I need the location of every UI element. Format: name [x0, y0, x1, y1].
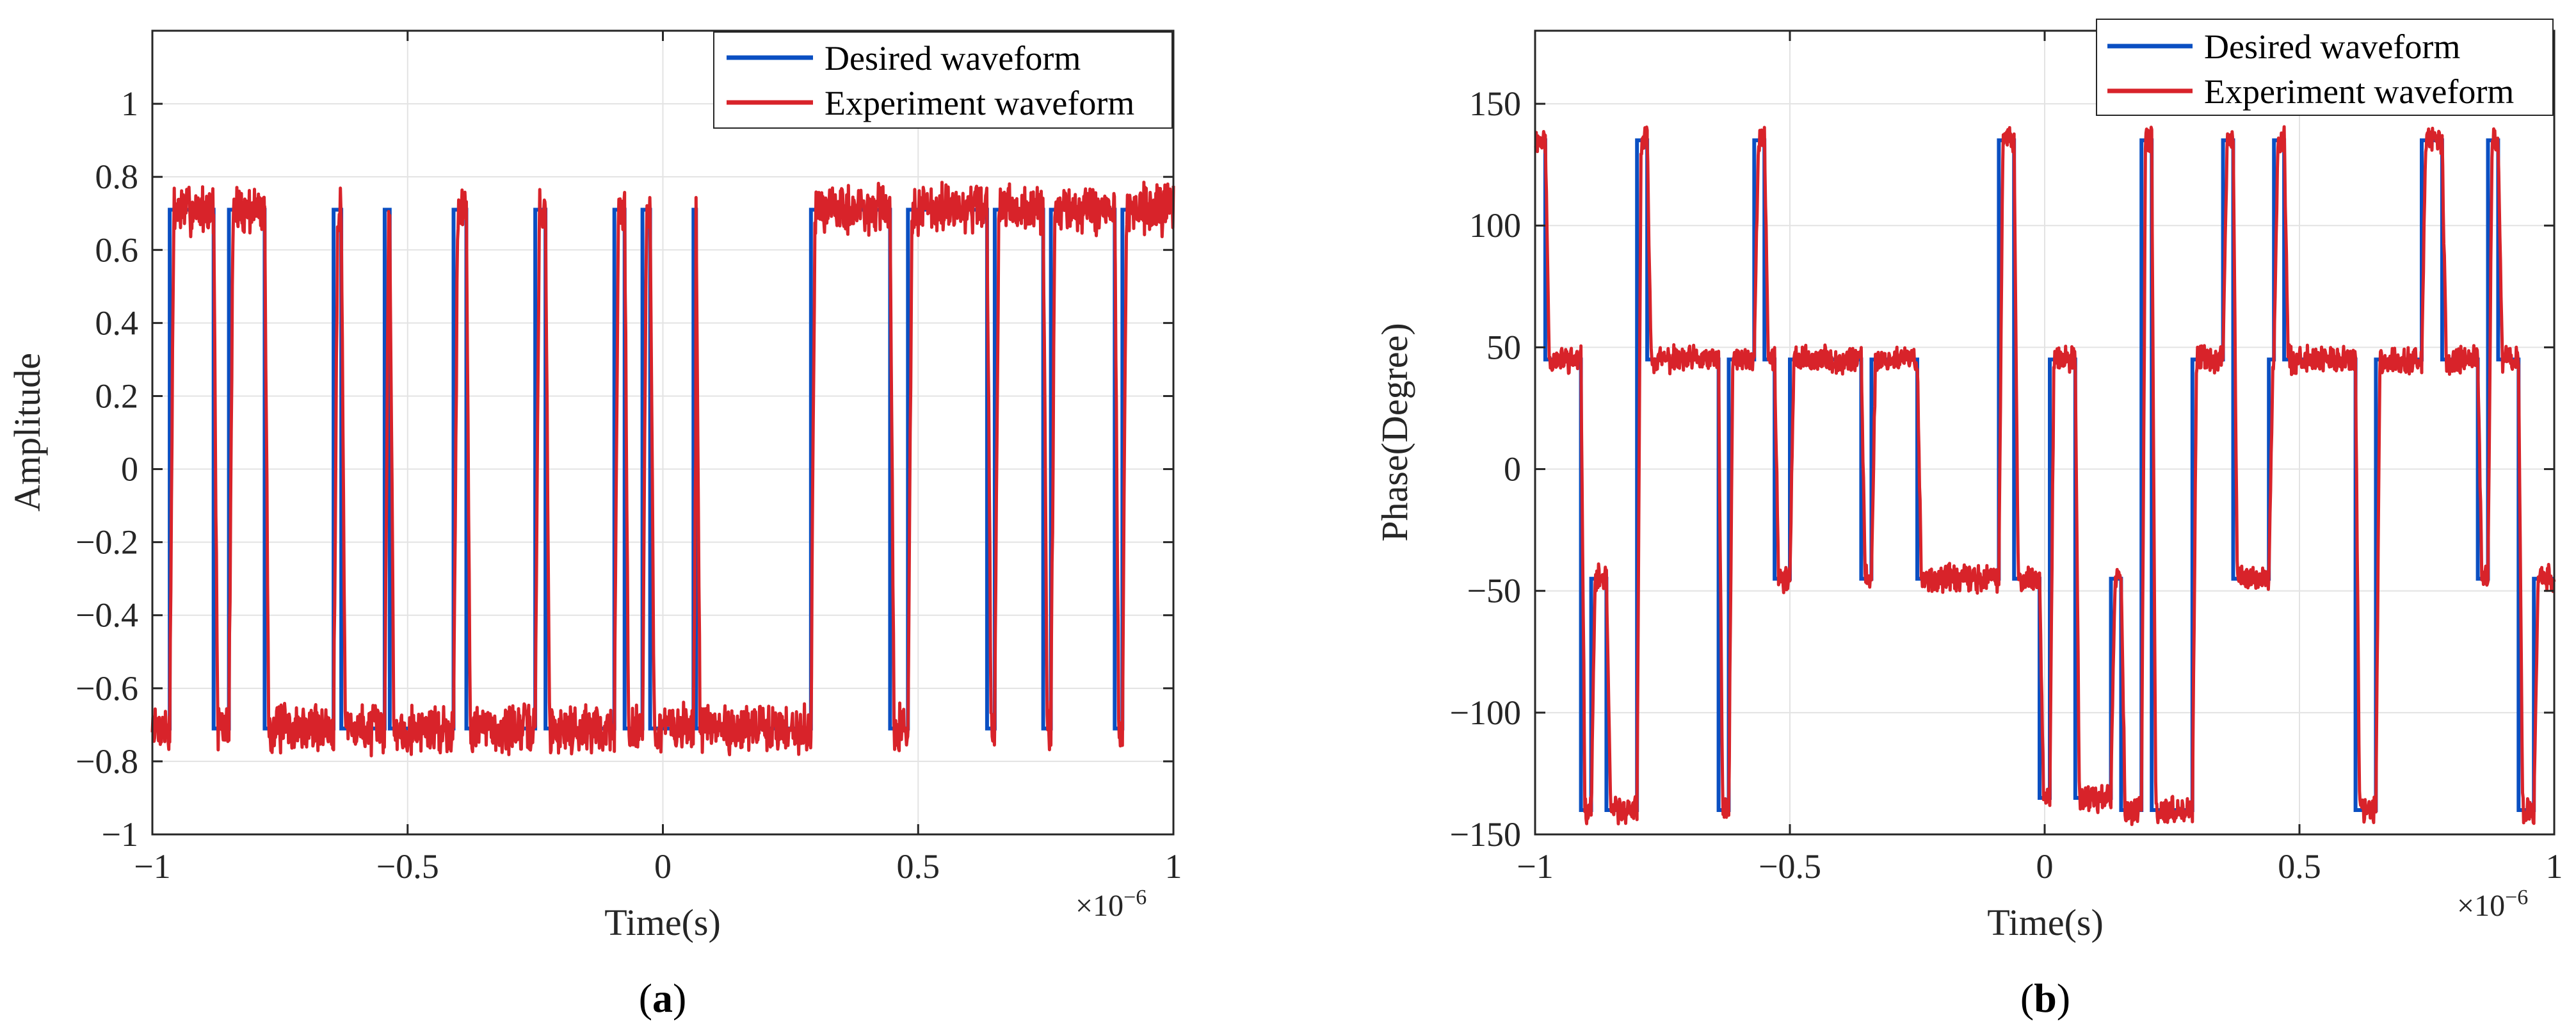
x-exponent-label: ×10−6	[1075, 886, 1147, 923]
y-axis-label: Phase(Degree)	[1374, 323, 1415, 541]
x-tick-label: 1	[1165, 847, 1182, 886]
y-tick-label: −50	[1467, 572, 1521, 610]
x-exponent-label: ×10−6	[2457, 886, 2528, 923]
legend-box	[2096, 19, 2554, 116]
x-axis-label: Time(s)	[604, 902, 721, 943]
ticks	[151, 31, 1175, 836]
panel-a-amplitude-chart: −1 −0.5 0 0.5 1 −1 −0.8 −0.6 −0.4 −0.2 0 0.2 0.4 0.6…	[6, 29, 1182, 1021]
y-tick-label: −150	[1450, 815, 1521, 854]
y-tick-labels: −1 −0.8 −0.6 −0.4 −0.2 0 0.2 0.4 0.6 0.8 1	[76, 85, 138, 854]
legend-label-experiment: Experiment waveform	[2204, 72, 2514, 111]
y-tick-label: −100	[1450, 694, 1521, 732]
x-tick-label: 1	[2546, 847, 2563, 886]
y-tick-label: −0.8	[76, 742, 138, 781]
y-tick-label: 1	[121, 85, 138, 123]
x-tick-label: 0	[654, 847, 672, 886]
y-tick-label: 0.6	[95, 231, 139, 269]
x-tick-label: −1	[1517, 847, 1553, 886]
y-tick-label: 0.8	[95, 158, 139, 196]
series-experiment-waveform	[150, 181, 1175, 758]
series-layer	[1534, 125, 2556, 826]
legend-label-experiment: Experiment waveform	[825, 84, 1134, 122]
series-experiment-waveform	[1534, 125, 2556, 826]
x-tick-label: 0.5	[897, 847, 940, 886]
x-tick-label: 0	[2036, 847, 2054, 886]
y-tick-label: 0	[121, 450, 138, 489]
x-tick-labels: −1 −0.5 0 0.5 1	[134, 847, 1182, 886]
x-tick-labels: −1 −0.5 0 0.5 1	[1517, 847, 2563, 886]
legend-label-desired: Desired waveform	[2204, 28, 2460, 66]
y-tick-label: 150	[1469, 85, 1521, 123]
x-tick-label: −0.5	[376, 847, 439, 886]
y-tick-label: −0.6	[76, 669, 138, 708]
legend: Desired waveform Experiment waveform	[2096, 19, 2554, 116]
x-tick-label: 0.5	[2278, 847, 2321, 886]
legend-label-desired: Desired waveform	[825, 39, 1081, 77]
y-tick-label: 0.4	[95, 304, 139, 342]
y-tick-label: −0.2	[76, 523, 138, 562]
grid	[152, 31, 1174, 835]
y-tick-label: 0.2	[95, 377, 139, 415]
y-axis-label: Amplitude	[6, 353, 48, 512]
y-tick-label: −1	[102, 815, 138, 854]
series-layer	[150, 181, 1175, 758]
panel-label-b: (b)	[2020, 975, 2070, 1021]
x-tick-label: −0.5	[1759, 847, 1821, 886]
x-axis-label: Time(s)	[1987, 902, 2104, 943]
panel-label-a: (a)	[639, 975, 687, 1021]
y-tick-labels: −150 −100 −50 0 50 100 150	[1450, 85, 1521, 854]
panel-b-phase-chart: −1 −0.5 0 0.5 1 −150 −100 −50 0 50 100 150 ×10−6 T…	[1374, 19, 2563, 1021]
y-tick-label: −0.4	[76, 596, 138, 635]
legend: Desired waveform Experiment waveform	[713, 31, 1173, 129]
legend-box	[713, 31, 1173, 129]
y-tick-label: 100	[1469, 206, 1521, 245]
y-tick-label: 50	[1486, 328, 1521, 366]
y-tick-label: 0	[1504, 450, 1521, 489]
x-tick-label: −1	[134, 847, 170, 886]
